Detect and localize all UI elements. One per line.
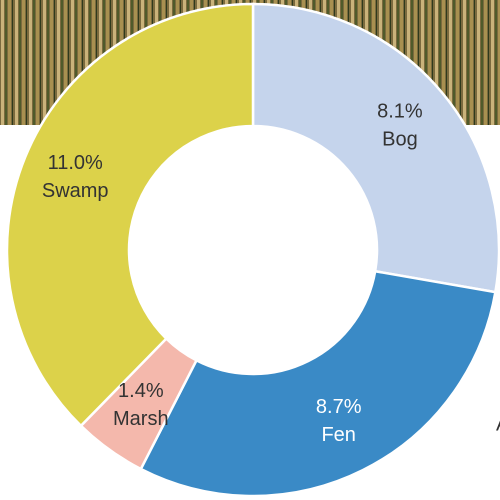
value-label: 11.0% — [48, 152, 103, 174]
donut-slice — [141, 271, 496, 496]
category-label: Swamp — [42, 180, 109, 202]
value-label: 8.7% — [316, 396, 362, 418]
value-label: 8.1% — [377, 101, 423, 123]
category-label: Bog — [382, 129, 418, 151]
value-label: 1.4% — [118, 380, 164, 402]
chart: A 8.1% Bog 8.7% Fen 1.4% Marsh 11.0% Swamp — [0, 0, 500, 500]
category-label: Marsh — [113, 408, 169, 430]
category-label: Fen — [321, 424, 355, 446]
side-text: A — [496, 413, 500, 435]
page: {"chart_data": {"type": "donut", "catego… — [0, 0, 500, 500]
